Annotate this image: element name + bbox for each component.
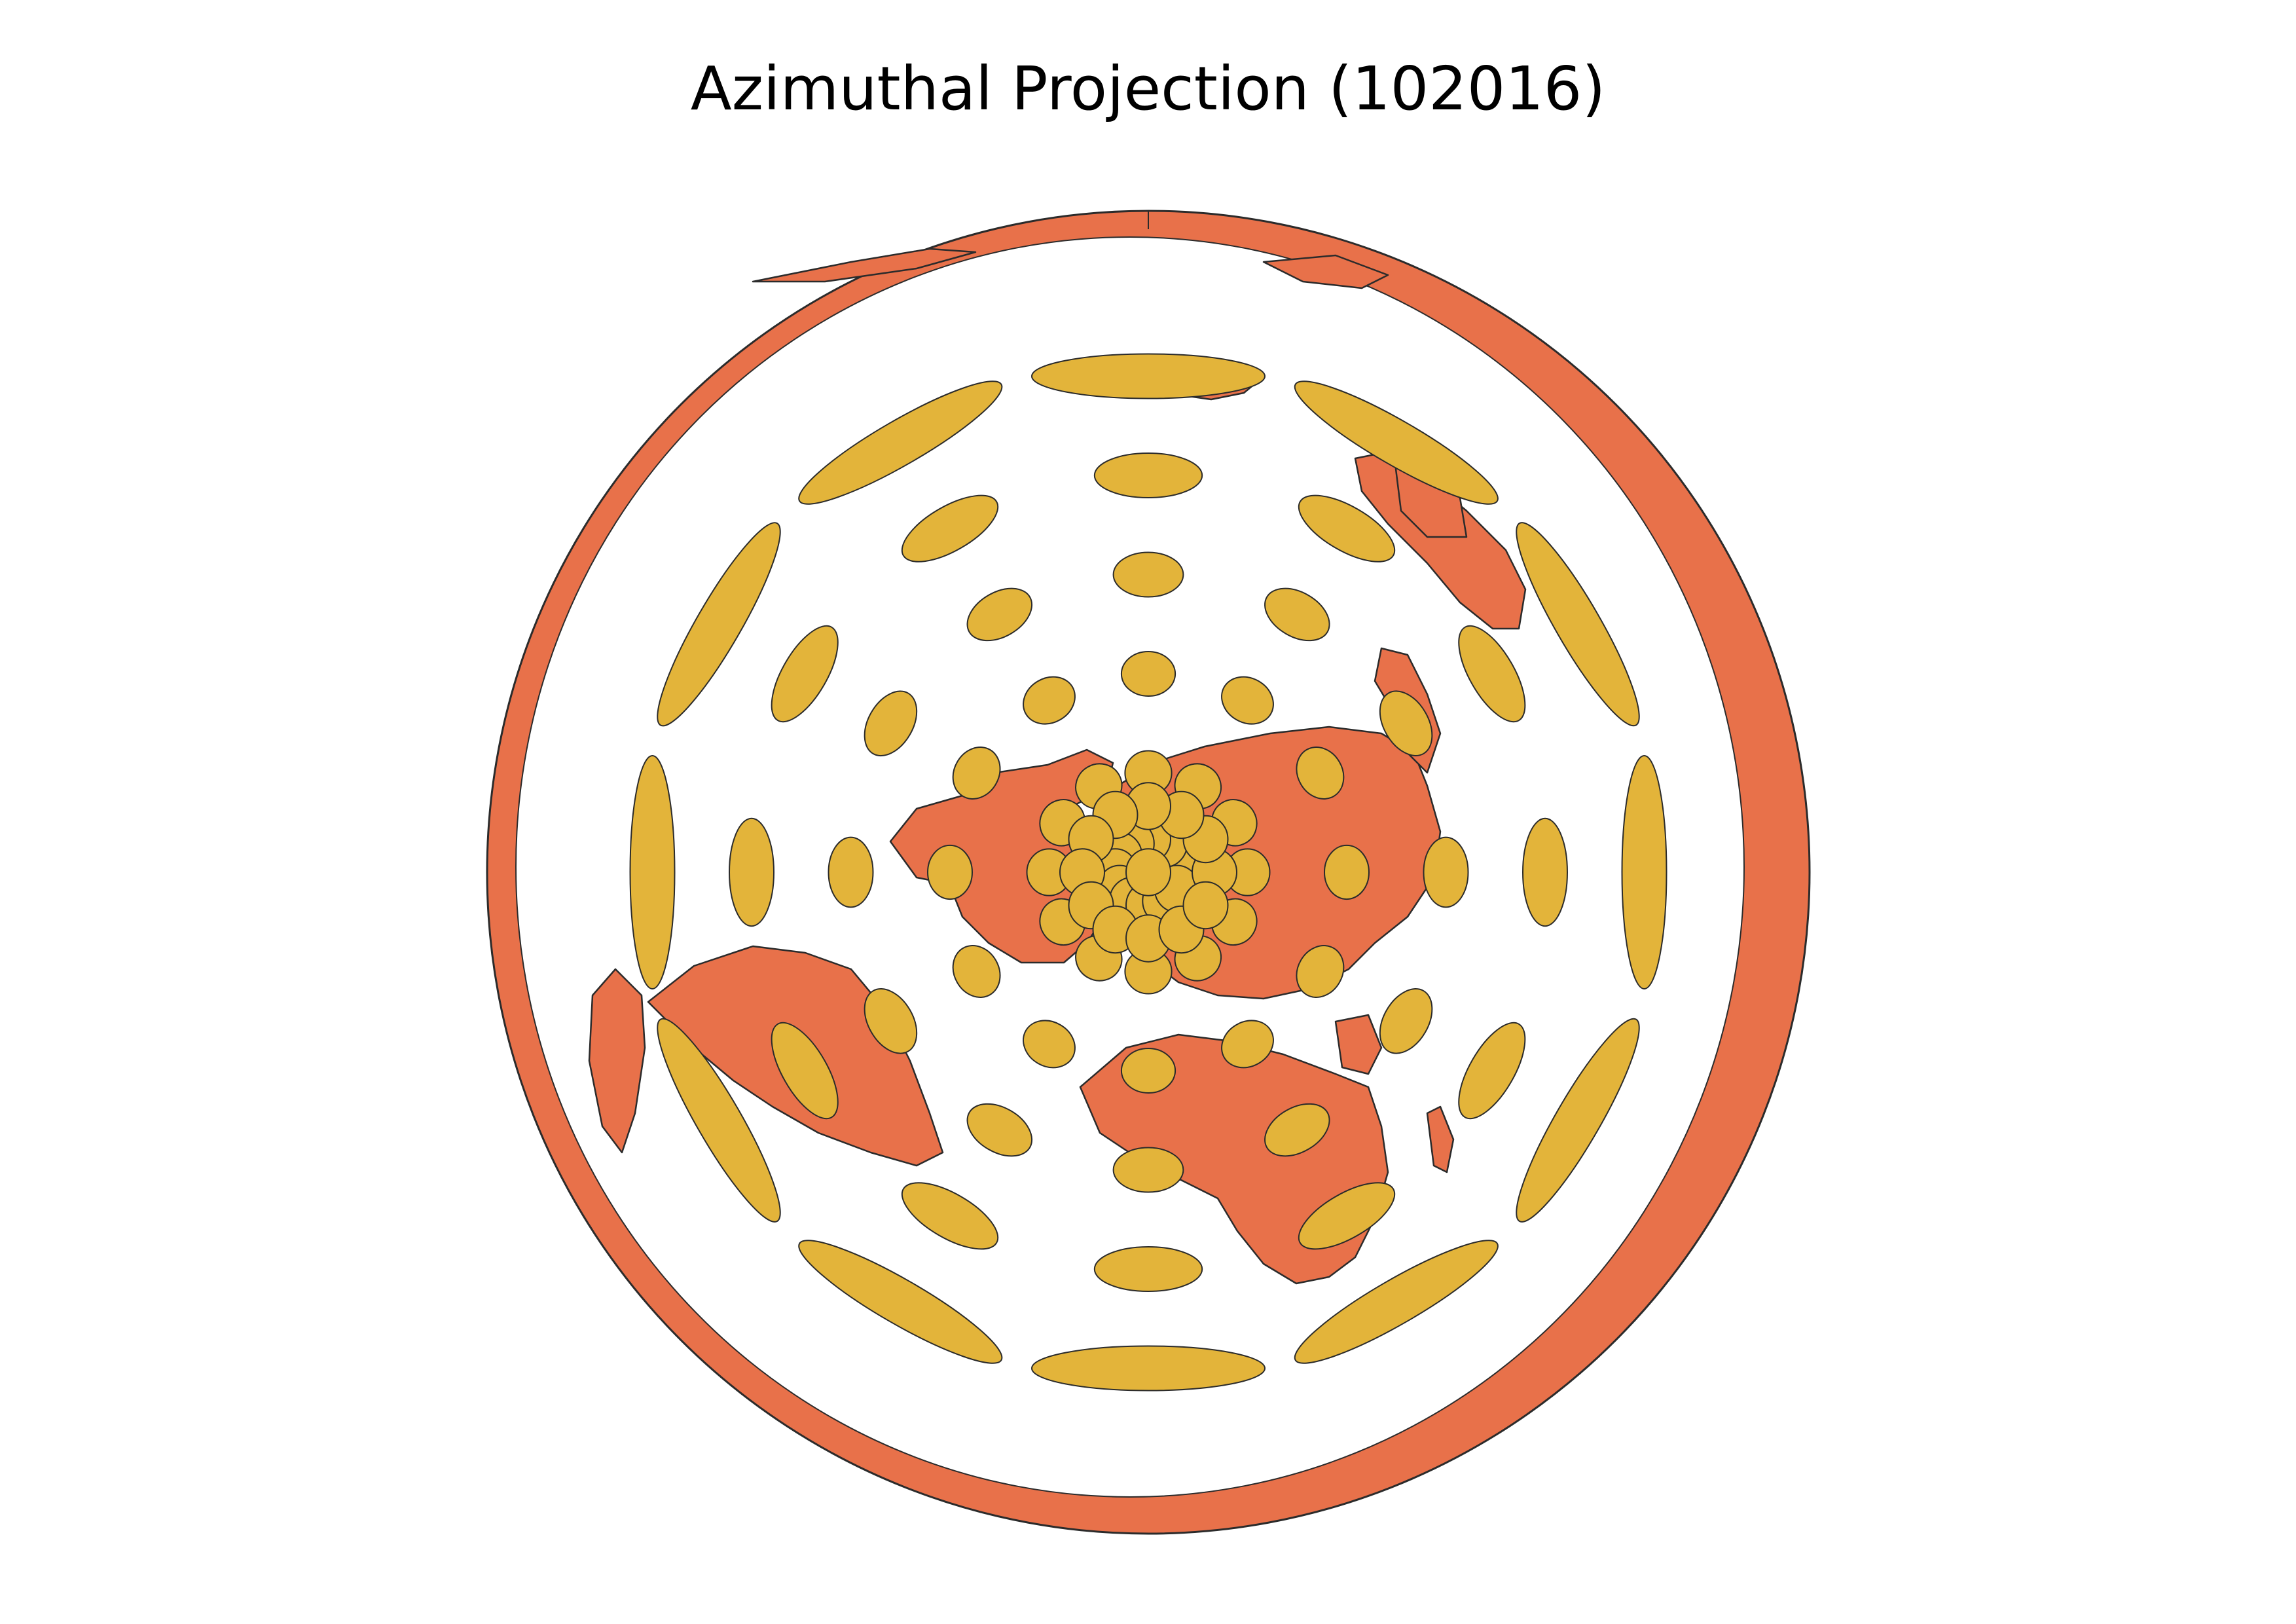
tissot-indicatrix — [952, 945, 1001, 998]
tissot-indicatrix — [1264, 1103, 1330, 1157]
tissot-indicatrix — [966, 1103, 1033, 1157]
tissot-indicatrix — [1221, 676, 1274, 725]
tissot-indicatrix — [1221, 1020, 1274, 1069]
tissot-indicatrix — [966, 587, 1033, 642]
tissot-indicatrix — [864, 988, 918, 1054]
tissot-indicatrix — [1423, 836, 1469, 908]
tissot-indicatrix — [1516, 522, 1640, 727]
tissot-indicatrix — [1298, 1182, 1396, 1250]
tissot-indicatrix — [1093, 452, 1203, 498]
tissot-indicatrix — [1324, 844, 1370, 900]
tissot-indicatrix-pole — [1125, 848, 1171, 896]
antarctic-fringe-left — [588, 968, 646, 1154]
tissot-indicatrix — [1522, 817, 1568, 927]
tissot-indicatrix — [1264, 587, 1330, 642]
tissot-indicatrix — [1296, 747, 1345, 800]
map-title: Azimuthal Projection (102016) — [690, 54, 1606, 124]
antarctic-fringe-right — [1262, 254, 1389, 289]
tissot-indicatrix — [1458, 625, 1526, 723]
tissot-indicatrix — [729, 817, 774, 927]
antarctic-fringe-top — [752, 248, 977, 283]
tissot-indicatrix — [1621, 755, 1667, 989]
tissot-indicatrix — [1458, 1022, 1526, 1120]
tissot-indicatrix — [1120, 651, 1176, 697]
tissot-indicatrix — [1031, 1345, 1266, 1392]
tissot-indicatrix — [1379, 690, 1433, 756]
tissot-indicatrix — [1120, 1048, 1176, 1094]
tissot-indicatrix — [1023, 1020, 1076, 1069]
tissot-indicatrix — [1296, 945, 1345, 998]
tissot-indicatrix — [901, 1182, 999, 1250]
tissot-indicatrix — [1112, 1147, 1184, 1193]
tissot-indicatrix — [1093, 1246, 1203, 1292]
tissot-indicatrix — [1112, 551, 1184, 598]
tissot-indicatrix — [901, 494, 999, 563]
tissot-indicatrix — [927, 844, 973, 900]
tissot-indicatrix — [1294, 380, 1499, 505]
tissot-indicatrix — [1182, 881, 1229, 930]
tissot-indicatrix — [828, 836, 874, 908]
tissot-indicatrix — [1031, 353, 1266, 399]
tissot-indicatrix — [771, 1022, 839, 1120]
tissot-indicatrix — [1379, 988, 1433, 1054]
madagascar — [1426, 1105, 1455, 1173]
tissot-indicatrix — [657, 522, 781, 727]
tissot-indicatrix — [952, 747, 1001, 800]
tissot-indicatrix — [629, 755, 676, 989]
tissot-indicatrix — [798, 1240, 1003, 1364]
tissot-indicatrix — [1298, 494, 1396, 563]
tissot-indicatrix — [864, 690, 918, 757]
tissot-indicatrix — [657, 1018, 781, 1223]
tissot-indicatrix — [1516, 1018, 1640, 1223]
arabia — [1334, 1014, 1383, 1075]
tissot-indicatrix — [771, 625, 839, 723]
tissot-indicatrix — [1294, 1240, 1499, 1364]
tissot-indicatrix — [798, 380, 1003, 505]
indicatrix-layer — [629, 353, 1667, 1392]
tissot-indicatrix — [1023, 676, 1076, 725]
